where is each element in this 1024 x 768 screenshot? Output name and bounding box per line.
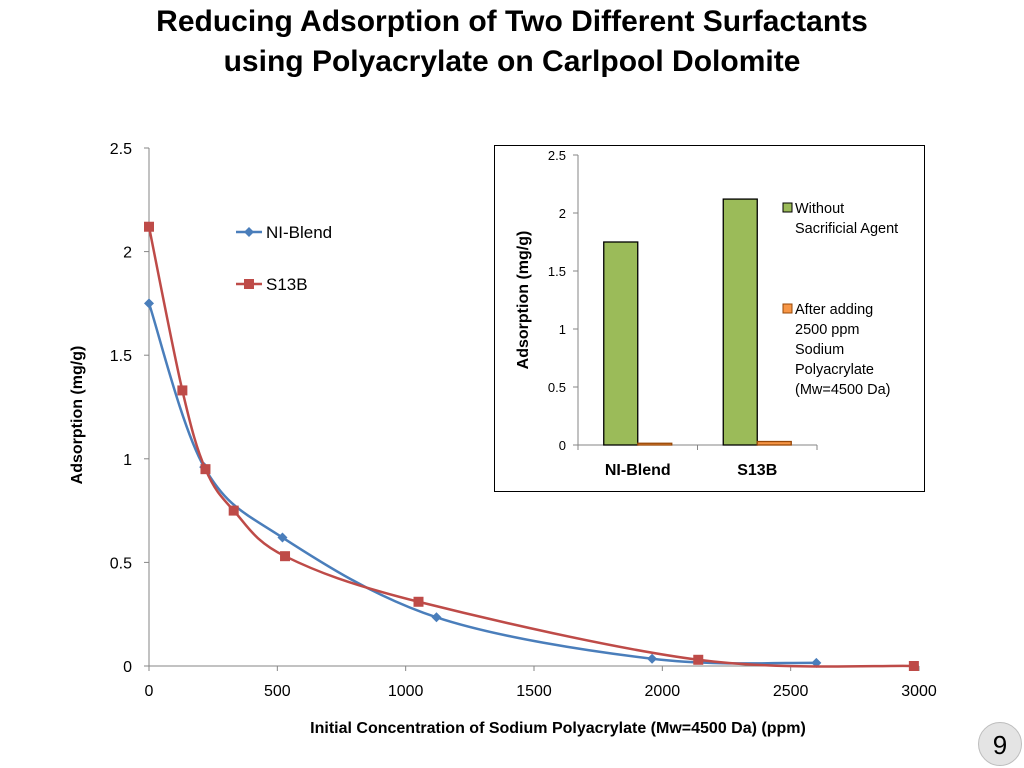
inset-legend-label-line: 2500 ppm xyxy=(795,322,860,338)
data-point-square xyxy=(200,464,211,475)
inset-y-axis-title: Adsorption (mg/g) xyxy=(515,231,532,370)
bar-ni-blend-series-1 xyxy=(603,241,639,446)
y-tick-label: 0 xyxy=(123,659,132,676)
inset-category-label: S13B xyxy=(737,462,777,479)
inset-y-tick-label: 0 xyxy=(559,438,566,453)
inset-category-label: NI-Blend xyxy=(605,462,671,479)
inset-y-tick-label: 0.5 xyxy=(548,380,566,395)
inset-y-tick-label: 2 xyxy=(559,206,566,221)
legend-label: NI-Blend xyxy=(266,223,332,242)
inset-legend-label-line: Polyacrylate xyxy=(795,362,874,378)
x-tick-label: 1000 xyxy=(388,683,424,700)
data-point-diamond xyxy=(431,612,442,623)
bar-s13b-series-2 xyxy=(756,440,792,446)
data-point-square xyxy=(693,654,704,665)
legend-marker-square xyxy=(244,279,254,289)
x-tick-label: 3000 xyxy=(901,683,937,700)
slide-title: Reducing Adsorption of Two Different Sur… xyxy=(0,2,1024,82)
page-number-badge: 9 xyxy=(978,722,1022,766)
adsorption-bar-chart: 0 0.5 1 1.5 2 2.5 NI-Blend S13B Adsorption (mg/g… xyxy=(515,148,898,479)
inset-legend-label-line: After adding xyxy=(795,302,873,318)
data-point-square xyxy=(177,385,188,396)
legend-marker-diamond xyxy=(244,227,254,237)
data-point-square xyxy=(908,661,919,671)
inset-legend-swatch xyxy=(782,303,793,314)
x-tick-label: 1500 xyxy=(516,683,552,700)
bar-s13b-series-1 xyxy=(722,198,758,446)
data-point-diamond xyxy=(144,298,154,309)
slide-title-line-1: Reducing Adsorption of Two Different Sur… xyxy=(156,5,868,38)
y-tick-label: 2 xyxy=(123,245,132,262)
y-tick-label: 0.5 xyxy=(110,555,132,572)
data-point-diamond xyxy=(647,653,658,664)
y-tick-label: 2.5 xyxy=(110,141,132,158)
inset-y-tick-label: 1 xyxy=(559,322,566,337)
x-tick-label: 500 xyxy=(264,683,291,700)
inset-legend-label-line: Without xyxy=(795,201,844,217)
data-point-diamond xyxy=(277,532,288,543)
bar-ni-blend-series-2 xyxy=(637,442,673,446)
inset-legend-label-line: (Mw=4500 Da) xyxy=(795,382,891,398)
x-tick-label: 2000 xyxy=(645,683,681,700)
data-point-square xyxy=(144,221,154,232)
data-point-square xyxy=(413,596,424,607)
y-axis-title: Adsorption (mg/g) xyxy=(69,346,86,485)
inset-bar-chart-panel: 0 0.5 1 1.5 2 2.5 NI-Blend S13B Adsorption (mg/g… xyxy=(494,145,925,492)
data-point-square xyxy=(228,505,239,516)
y-tick-label: 1 xyxy=(123,452,132,469)
slide-title-line-2: using Polyacrylate on Carlpool Dolomite xyxy=(223,45,801,78)
x-tick-label: 2500 xyxy=(773,683,809,700)
inset-legend-label-line: Sodium xyxy=(795,342,844,358)
inset-legend-swatch xyxy=(782,202,793,213)
x-axis-title: Initial Concentration of Sodium Polyacry… xyxy=(310,720,806,737)
data-point-square xyxy=(280,551,291,562)
x-tick-label: 0 xyxy=(145,683,154,700)
y-tick-label: 1.5 xyxy=(110,348,132,365)
inset-y-tick-label: 2.5 xyxy=(548,148,566,163)
inset-y-tick-label: 1.5 xyxy=(548,264,566,279)
inset-legend-label-line: Sacrificial Agent xyxy=(795,221,898,237)
legend-label: S13B xyxy=(266,275,308,294)
